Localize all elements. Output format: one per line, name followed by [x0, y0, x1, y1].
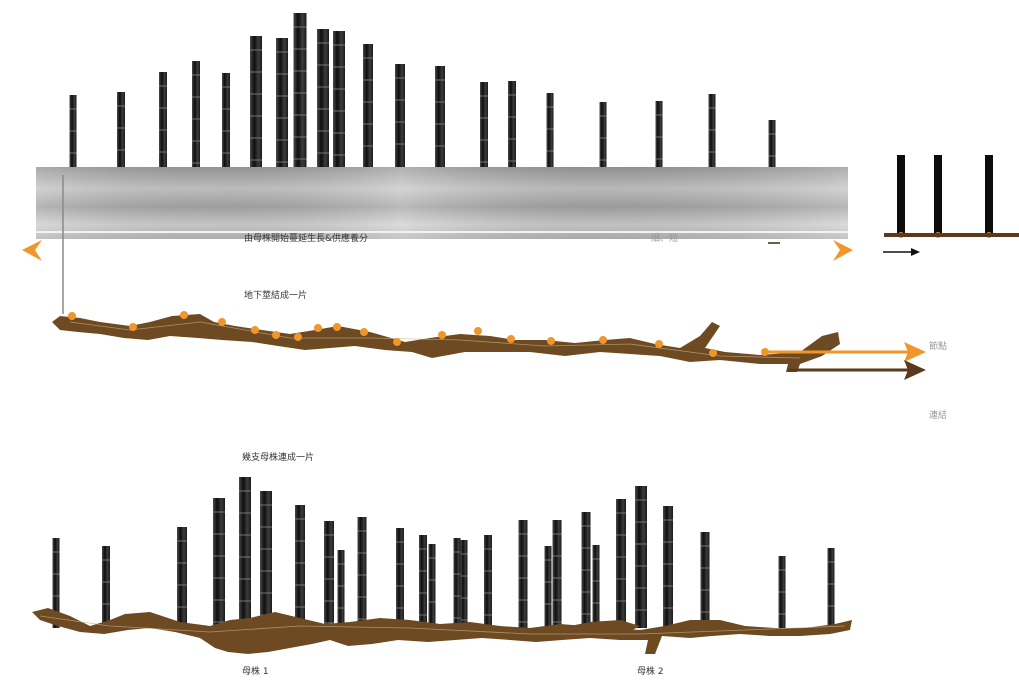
- top-culm-group: [69, 13, 776, 168]
- node-dot-group: [68, 311, 769, 357]
- top-culm: [508, 81, 516, 168]
- bottom-culm: [635, 486, 647, 628]
- node-dot: [314, 324, 322, 332]
- top-culm: [480, 82, 488, 168]
- side-culm: [985, 155, 993, 234]
- bottom-culm: [518, 520, 528, 628]
- top-culm: [599, 102, 607, 168]
- side-culm: [934, 155, 942, 234]
- top-culm: [222, 73, 230, 168]
- top-culm: [192, 61, 200, 168]
- bottom-culm: [453, 538, 461, 628]
- node-dot: [272, 331, 280, 339]
- rhizome-branch-bottom-3: [560, 620, 640, 636]
- node-dot: [129, 323, 137, 331]
- top-culm: [250, 36, 262, 168]
- label-thin-dot: 細、短: [651, 234, 679, 244]
- bottom-culm: [544, 546, 552, 628]
- node-dot: [251, 326, 259, 334]
- left-arrowhead-icon: [22, 240, 42, 261]
- label-multi-mother: 幾支母株連成一片: [242, 453, 315, 463]
- bottom-culm: [213, 498, 225, 628]
- rhizome-branch-bottom-2: [350, 628, 470, 642]
- top-culm: [708, 94, 716, 168]
- label-mother-1: 母株 1: [242, 667, 269, 677]
- node-dot: [547, 337, 555, 345]
- rhizome-branch-bottom-1: [205, 628, 320, 650]
- top-culm: [293, 13, 307, 168]
- bottom-culm: [663, 506, 673, 628]
- node-dot: [599, 336, 607, 344]
- bottom-culm: [396, 528, 404, 628]
- top-culm: [317, 29, 329, 168]
- top-culm: [333, 31, 345, 168]
- node-arrowhead-icon: [904, 342, 926, 362]
- bottom-culm: [419, 535, 427, 628]
- node-dot: [294, 333, 302, 341]
- bottom-culm: [428, 544, 436, 628]
- node-dot: [333, 323, 341, 331]
- bottom-culm: [700, 532, 710, 628]
- bottom-culm: [357, 517, 367, 628]
- top-culm: [768, 120, 776, 168]
- top-culm: [117, 92, 125, 168]
- node-dot: [68, 312, 76, 320]
- node-dot: [393, 338, 401, 346]
- node-dot: [709, 349, 717, 357]
- bottom-culm: [102, 546, 110, 628]
- top-culm: [655, 101, 663, 168]
- node-dot: [180, 311, 188, 319]
- bottom-culm: [260, 491, 272, 628]
- node-dot: [360, 328, 368, 336]
- connection-arrowhead-icon: [904, 360, 926, 380]
- rhizome-highlight-bottom: [39, 615, 846, 635]
- side-culm-group: [897, 155, 993, 238]
- bottom-culm: [581, 512, 591, 628]
- bottom-culm: [592, 545, 600, 628]
- label-connection: 連結: [929, 411, 948, 421]
- node-dot: [438, 331, 446, 339]
- bottom-culm: [239, 477, 251, 628]
- label-node: 節點: [929, 342, 948, 352]
- bottom-culm: [616, 499, 626, 628]
- side-soil-strip: [884, 233, 1019, 237]
- node-dot: [507, 335, 515, 343]
- top-culm: [435, 66, 445, 168]
- top-culm: [395, 64, 405, 168]
- bottom-culm: [778, 556, 786, 628]
- bottom-culm: [552, 520, 562, 628]
- top-culm: [363, 44, 373, 168]
- right-arrowhead-icon: [833, 240, 853, 261]
- bottom-culm: [324, 521, 334, 628]
- label-mother-2: 母株 2: [637, 667, 664, 677]
- bottom-culm: [337, 550, 345, 628]
- top-culm: [69, 95, 77, 168]
- bottom-culm: [460, 540, 468, 628]
- label-extend-and-supply: 由母株開始蔓延生長&供應養分: [244, 234, 369, 244]
- top-culm: [546, 93, 554, 168]
- bottom-culm: [295, 505, 305, 628]
- node-dot: [655, 340, 663, 348]
- top-culm: [276, 38, 288, 168]
- label-underground-stem: 地下莖結成一片: [244, 291, 308, 301]
- bottom-culm: [177, 527, 187, 628]
- rhizome-network-middle: [52, 314, 840, 372]
- bottom-culm: [827, 548, 835, 628]
- top-culm: [159, 72, 167, 168]
- bottom-culm: [484, 535, 492, 628]
- node-dot: [218, 318, 226, 326]
- side-arrowhead-icon: [911, 248, 920, 256]
- node-dot: [474, 327, 482, 335]
- bottom-culm-group: [52, 477, 835, 628]
- side-culm: [897, 155, 905, 234]
- ground-band-texture: [36, 167, 848, 239]
- rhizome-highlight-middle: [69, 321, 801, 359]
